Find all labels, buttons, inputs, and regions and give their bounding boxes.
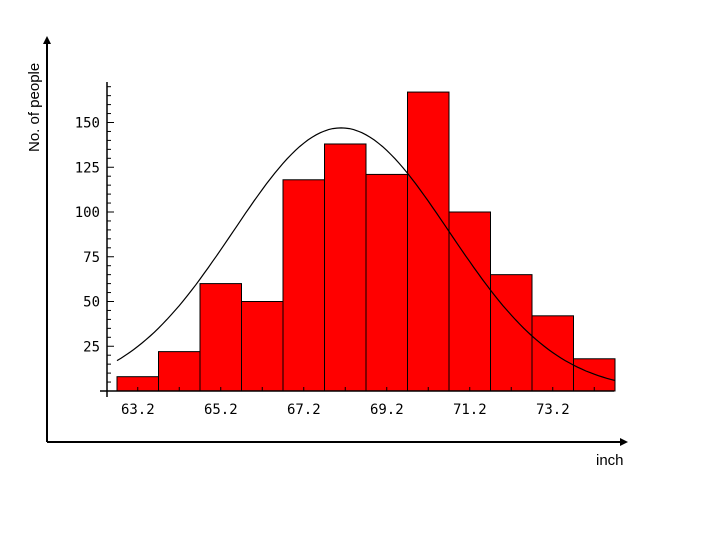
histogram-bar xyxy=(573,358,616,392)
x-tick-label: 73.2 xyxy=(536,402,570,418)
x-axis-arrow-icon xyxy=(620,438,628,446)
y-axis-arrow-icon xyxy=(43,36,51,44)
y-tick-label: 75 xyxy=(83,250,100,266)
histogram-bar xyxy=(407,91,450,392)
histogram-bar xyxy=(531,315,574,392)
x-tick-label: 69.2 xyxy=(370,402,404,418)
histogram-bar xyxy=(241,301,284,392)
y-tick-label: 50 xyxy=(83,295,100,311)
y-tick-label: 125 xyxy=(75,160,100,176)
histogram-bar xyxy=(490,274,533,392)
histogram-bar xyxy=(365,173,408,392)
y-axis-label: No. of people xyxy=(26,63,43,152)
x-tick-labels: 63.2 65.2 67.2 69.2 71.2 73.2 xyxy=(121,402,570,418)
histogram-bar xyxy=(448,211,491,392)
histogram-bar xyxy=(158,351,201,392)
y-tick-label: 25 xyxy=(83,339,100,355)
x-tick-label: 71.2 xyxy=(453,402,487,418)
x-axis-label: inch xyxy=(596,452,624,469)
y-tick-label: 150 xyxy=(75,116,100,132)
x-tick-label: 67.2 xyxy=(287,402,321,418)
histogram-bar xyxy=(199,283,242,392)
histogram-bar xyxy=(324,143,367,392)
histogram-bar xyxy=(282,179,325,392)
normal-distribution-curve xyxy=(116,127,616,382)
histogram-bars xyxy=(116,91,616,392)
x-tick-label: 63.2 xyxy=(121,402,155,418)
minor-ticks xyxy=(107,86,595,391)
y-tick-labels: 25 50 75 100 125 150 xyxy=(75,116,100,356)
x-tick-label: 65.2 xyxy=(204,402,238,418)
y-tick-label: 100 xyxy=(75,205,100,221)
